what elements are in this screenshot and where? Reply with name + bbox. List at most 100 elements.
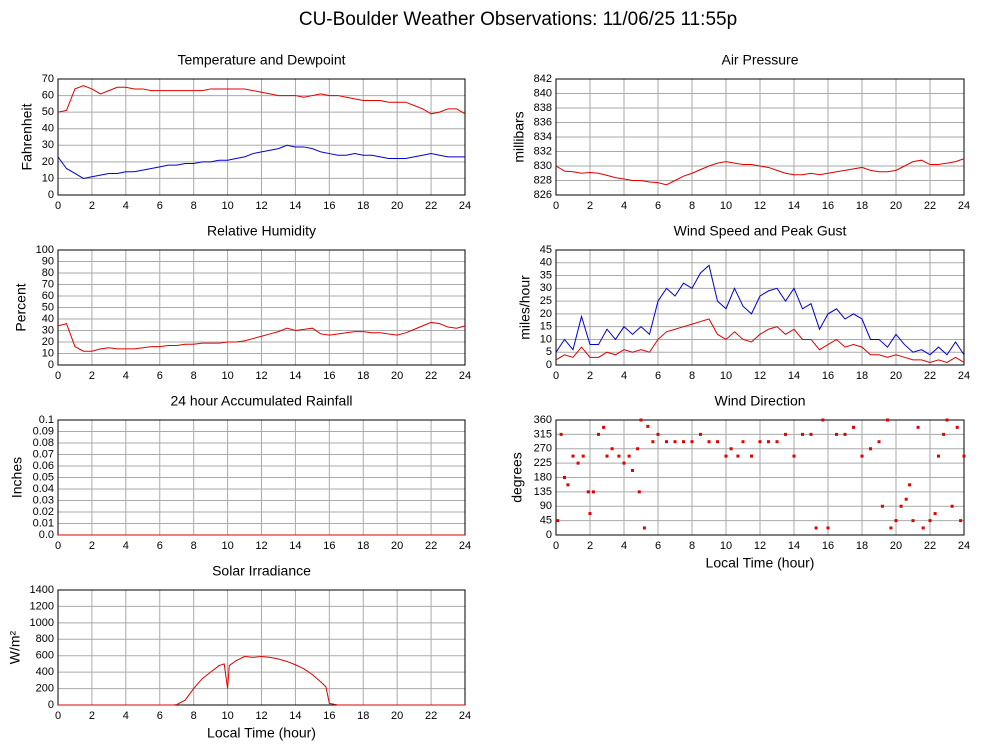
y-tick-label: 0.02 xyxy=(33,506,54,518)
x-tick-label: 6 xyxy=(655,200,661,212)
y-tick-label: 360 xyxy=(534,414,552,426)
y-tick-label: 838 xyxy=(534,102,552,114)
x-tick-label: 2 xyxy=(89,540,95,552)
y-tick-label: 840 xyxy=(534,87,552,99)
y-tick-label: 0.0 xyxy=(39,529,54,541)
y-tick-label: 20 xyxy=(42,156,54,168)
panel-title: 24 hour Accumulated Rainfall xyxy=(170,393,352,409)
scatter-point xyxy=(699,432,702,436)
y-tick-label: 70 xyxy=(42,73,54,85)
y-tick-label: 0.03 xyxy=(33,494,54,506)
y-tick-label: 0.01 xyxy=(33,517,54,529)
y-axis-label: Inches xyxy=(9,457,25,498)
scatter-point xyxy=(843,432,847,436)
x-tick-label: 10 xyxy=(221,710,233,722)
x-axis-label: Local Time (hour) xyxy=(207,725,316,741)
y-tick-label: 0.04 xyxy=(33,483,54,495)
y-tick-label: 60 xyxy=(42,290,54,302)
scatter-point xyxy=(610,447,614,451)
x-tick-label: 20 xyxy=(391,200,403,212)
x-tick-label: 8 xyxy=(191,540,197,552)
scatter-point xyxy=(651,440,655,444)
series-line xyxy=(555,318,965,363)
scatter-point xyxy=(750,454,753,458)
scatter-point xyxy=(586,490,590,494)
y-tick-label: 50 xyxy=(42,301,54,313)
y-axis-label: Fahrenheit xyxy=(19,103,35,170)
x-tick-label: 4 xyxy=(123,200,129,212)
scatter-point xyxy=(682,440,685,444)
scatter-point xyxy=(886,418,889,422)
x-tick-label: 0 xyxy=(55,200,61,212)
scatter-point xyxy=(937,454,940,458)
x-tick-label: 20 xyxy=(890,370,902,382)
x-tick-label: 12 xyxy=(255,370,267,382)
y-tick-label: 135 xyxy=(534,486,552,498)
x-tick-label: 24 xyxy=(459,370,471,382)
x-tick-label: 14 xyxy=(289,200,301,212)
scatter-point xyxy=(860,454,864,458)
x-tick-label: 24 xyxy=(958,540,970,552)
scatter-point xyxy=(758,440,762,444)
scatter-point xyxy=(627,454,631,458)
x-tick-label: 12 xyxy=(754,370,766,382)
x-tick-label: 22 xyxy=(924,540,936,552)
y-tick-label: 0 xyxy=(546,529,552,541)
y-tick-label: 20 xyxy=(42,336,54,348)
main-title: CU-Boulder Weather Observations: 11/06/2… xyxy=(299,9,737,30)
y-axis-label: Percent xyxy=(13,283,29,331)
panel-title: Solar Irradiance xyxy=(212,563,311,579)
y-tick-label: 40 xyxy=(42,123,54,135)
y-tick-label: 100 xyxy=(36,244,54,256)
x-tick-label: 0 xyxy=(55,370,61,382)
scatter-point xyxy=(908,483,912,487)
x-tick-label: 2 xyxy=(587,370,593,382)
x-tick-label: 8 xyxy=(191,200,197,212)
scatter-point xyxy=(899,504,903,508)
x-tick-label: 12 xyxy=(255,200,267,212)
y-tick-label: 826 xyxy=(534,189,552,201)
scatter-point xyxy=(724,454,728,458)
scatter-point xyxy=(716,440,719,444)
x-tick-label: 18 xyxy=(357,540,369,552)
y-tick-label: 834 xyxy=(534,131,552,143)
scatter-point xyxy=(852,425,855,429)
plot-frame xyxy=(555,78,965,196)
panel-title: Wind Speed and Peak Gust xyxy=(674,223,847,239)
scatter-point xyxy=(792,454,796,458)
series-line xyxy=(58,656,465,706)
x-tick-label: 18 xyxy=(856,370,868,382)
x-tick-label: 22 xyxy=(924,200,936,212)
plot-frame xyxy=(555,419,965,536)
scatter-point xyxy=(588,512,592,516)
y-tick-label: 5 xyxy=(546,346,552,358)
x-tick-label: 14 xyxy=(788,540,800,552)
y-tick-label: 25 xyxy=(540,295,552,307)
scatter-point xyxy=(916,425,920,429)
x-tick-label: 0 xyxy=(553,200,559,212)
plot-frame xyxy=(57,589,466,706)
scatter-point xyxy=(945,418,949,422)
y-tick-label: 828 xyxy=(534,174,552,186)
x-tick-label: 16 xyxy=(323,540,335,552)
panel-title: Temperature and Dewpoint xyxy=(177,52,345,68)
x-tick-label: 12 xyxy=(255,710,267,722)
x-tick-label: 10 xyxy=(720,200,732,212)
x-tick-label: 22 xyxy=(425,370,437,382)
x-tick-label: 10 xyxy=(221,200,233,212)
x-tick-label: 8 xyxy=(689,200,695,212)
y-tick-label: 90 xyxy=(540,500,552,512)
y-tick-label: 80 xyxy=(42,267,54,279)
scatter-point xyxy=(581,454,585,458)
x-tick-label: 4 xyxy=(123,540,129,552)
scatter-point xyxy=(942,432,946,436)
series-line xyxy=(555,158,965,186)
scatter-point xyxy=(814,526,818,530)
x-tick-label: 18 xyxy=(357,200,369,212)
x-tick-label: 20 xyxy=(890,200,902,212)
y-tick-label: 60 xyxy=(42,89,54,101)
scatter-point xyxy=(928,519,932,523)
y-tick-label: 0.09 xyxy=(33,425,54,437)
scatter-point xyxy=(622,461,626,465)
x-tick-label: 8 xyxy=(191,710,197,722)
